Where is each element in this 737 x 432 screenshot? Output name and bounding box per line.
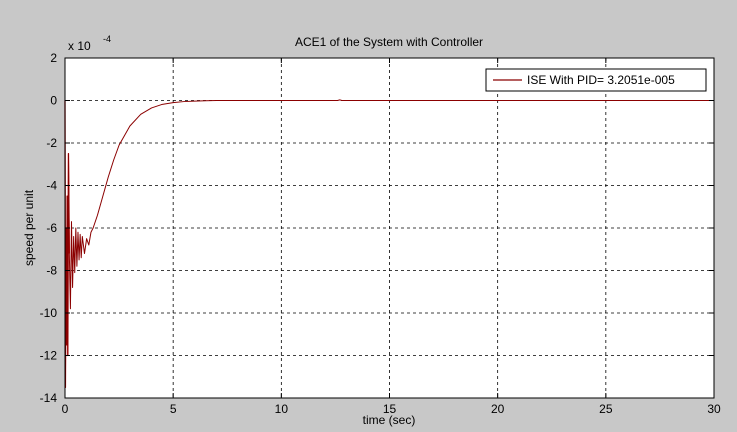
- legend: ISE With PID= 3.2051e-005: [485, 68, 707, 92]
- y-tick-label: -12: [40, 349, 58, 363]
- y-axis-label: speed per unit: [22, 189, 36, 266]
- y-tick-label: 0: [50, 94, 57, 108]
- x-tick-label: 15: [383, 402, 397, 416]
- x-tick-label: 0: [62, 402, 69, 416]
- legend-label-series-0: ISE With PID= 3.2051e-005: [527, 73, 675, 87]
- y-tick-label: -4: [46, 179, 57, 193]
- y-exponent-power: -4: [103, 34, 111, 44]
- y-tick-label: -10: [40, 306, 58, 320]
- x-tick-label: 5: [170, 402, 177, 416]
- legend-box: [485, 68, 707, 92]
- chart-title: ACE1 of the System with Controller: [295, 35, 483, 49]
- x-tick-label: 30: [707, 402, 721, 416]
- y-tick-label: -6: [46, 221, 57, 235]
- series-line-0: [64, 99, 714, 388]
- x-tick-label: 25: [599, 402, 613, 416]
- y-exponent-multiplier: x 10: [68, 39, 91, 53]
- y-tick-label: -8: [46, 264, 57, 278]
- ticks: [64, 57, 715, 399]
- y-tick-label: -14: [40, 391, 58, 405]
- y-tick-label: -2: [46, 136, 57, 150]
- x-tick-label: 20: [491, 402, 505, 416]
- grid-lines: [65, 58, 714, 398]
- x-tick-label: 10: [275, 402, 289, 416]
- x-axis-label: time (sec): [363, 413, 416, 427]
- y-tick-label: 2: [50, 51, 57, 65]
